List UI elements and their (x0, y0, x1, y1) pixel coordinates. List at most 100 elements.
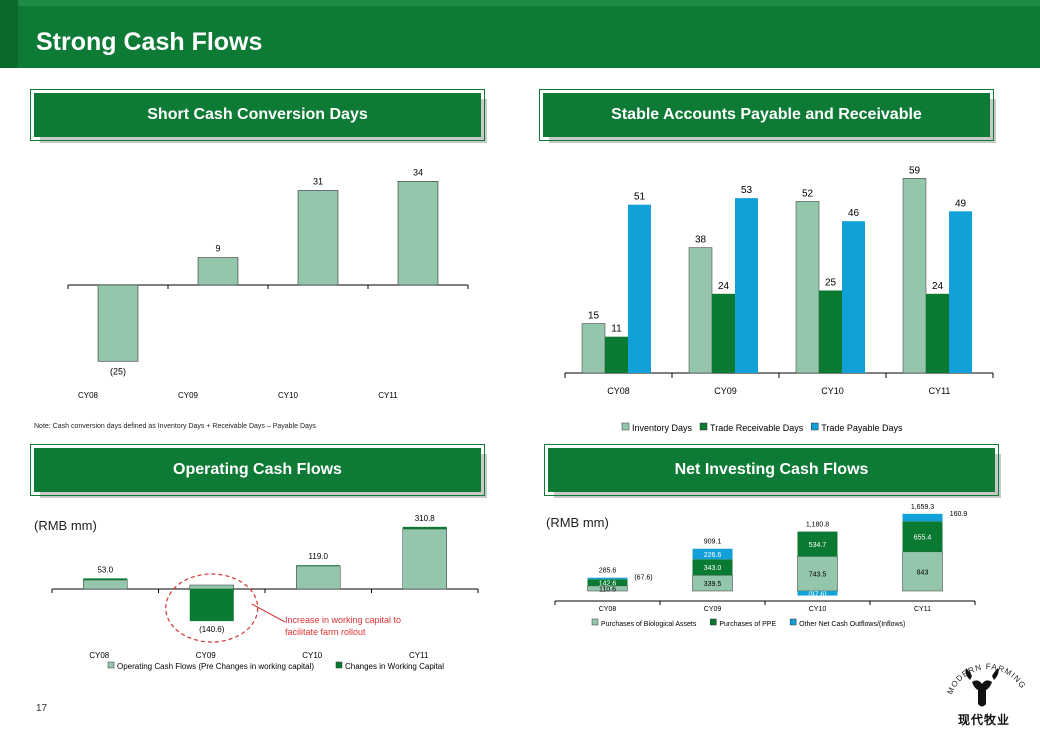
ccd-value-label: 34 (413, 167, 423, 177)
nicf-ppe-label: 655.4 (914, 535, 932, 542)
ocf-bar-wc (83, 578, 128, 580)
ocf-unit-label: (RMB mm) (34, 518, 97, 533)
ocf-category-label: CY10 (302, 651, 323, 660)
apar-value-label: 46 (848, 208, 860, 219)
nicf-category-label: CY09 (704, 606, 722, 613)
ocf-legend-label: Operating Cash Flows (Pre Changes in wor… (117, 662, 314, 671)
nicf-other-label: 160.9 (950, 511, 968, 518)
ccd-bar (397, 181, 439, 286)
apar-bar (688, 247, 713, 374)
ccd-category-label: CY09 (178, 391, 199, 400)
ocf-bar-wc (189, 589, 234, 622)
ccd-category-label: CY10 (278, 391, 299, 400)
apar-bar (842, 221, 865, 373)
nicf-bar-ppe (797, 531, 838, 557)
nicf-legend-swatch (789, 618, 797, 626)
nicf-bar-bio (797, 556, 838, 592)
nicf-bar-other (797, 591, 838, 596)
apar-category-label: CY11 (929, 386, 951, 396)
apar-bar (819, 290, 842, 373)
apar-bar (949, 211, 972, 373)
ocf-legend-label: Changes in Working Capital (345, 662, 444, 671)
apar-legend-label: Inventory Days (632, 423, 693, 433)
ccd-bar (297, 190, 339, 286)
nicf-legend-label: Purchases of PPE (719, 621, 776, 628)
nicf-bio-label: 339.5 (704, 581, 722, 588)
ocf-total-label: (140.6) (199, 625, 225, 634)
ocf-bar-pre (83, 579, 128, 590)
nicf-other-label: (67.6) (634, 575, 652, 582)
apar-bar (712, 293, 735, 373)
apar-value-label: 51 (634, 192, 646, 203)
nicf-category-label: CY11 (914, 606, 931, 613)
nicf-bar-ppe (692, 559, 733, 576)
nicf-legend-label: Purchases of Biological Assets (601, 621, 697, 628)
ccd-value-label: (25) (110, 366, 126, 376)
apar-bar (581, 323, 606, 374)
ccd-category-label: CY11 (378, 391, 398, 400)
apar-bar (735, 198, 758, 373)
apar-value-label: 59 (909, 165, 921, 176)
apar-legend-swatch (621, 422, 630, 431)
nicf-bar-other (692, 548, 733, 560)
nicf-ppe-label: 534.7 (809, 542, 827, 549)
ocf-total-label: 119.0 (309, 552, 329, 561)
ccd-value-label: 9 (215, 244, 220, 254)
apar-value-label: 24 (718, 281, 730, 292)
apar-value-label: 11 (611, 324, 622, 335)
ocf-category-label: CY08 (89, 651, 110, 660)
nicf-category-label: CY08 (599, 606, 617, 613)
ocf-category-label: CY11 (409, 651, 429, 660)
ocf-callout-line (251, 603, 286, 623)
nicf-category-label: CY10 (809, 606, 827, 613)
nicf-other-label: (97.6) (808, 591, 826, 598)
apar-value-label: 38 (695, 235, 707, 246)
ocf-bar-pre (402, 528, 447, 590)
ccd-bar (197, 257, 239, 286)
nicf-total-label: 285.6 (599, 568, 617, 575)
title-bar-edge (0, 0, 18, 68)
page-number: 17 (36, 703, 48, 714)
nicf-other-label: 226.6 (704, 552, 722, 559)
nicf-legend-label: Other Net Cash Outflows/(Inflows) (799, 621, 905, 628)
nicf-bio-label: 743.5 (809, 572, 827, 579)
apar-value-label: 25 (825, 278, 837, 289)
apar-category-label: CY10 (821, 386, 844, 396)
nicf-bio-label: 110.6 (599, 586, 616, 593)
ccd-bar (97, 284, 139, 362)
ocf-legend-swatch (335, 661, 343, 669)
header-nicf: Net Investing Cash Flows (544, 444, 999, 496)
nicf-bar-ppe (902, 521, 943, 552)
apar-legend-label: Trade Payable Days (821, 423, 903, 433)
logo-chinese-text: 现代牧业 (958, 713, 1011, 727)
apar-category-label: CY08 (607, 386, 630, 396)
ocf-bar-pre (189, 584, 234, 590)
nicf-bar-ppe (587, 579, 628, 586)
page-title: Strong Cash Flows (36, 28, 263, 56)
apar-legend-swatch (811, 422, 819, 431)
apar-bar (605, 336, 628, 373)
title-bar: Strong Cash Flows (0, 0, 1040, 68)
ocf-total-label: 53.0 (97, 565, 113, 574)
nicf-legend-swatch (591, 618, 599, 626)
apar-category-label: CY09 (714, 386, 737, 396)
apar-legend-label: Trade Receivable Days (710, 423, 804, 433)
apar-value-label: 53 (741, 185, 753, 196)
apar-bar (902, 178, 927, 374)
ocf-bar-pre (296, 565, 341, 590)
ocf-legend-swatch (107, 661, 115, 669)
apar-value-label: 52 (802, 188, 814, 199)
header-apar: Stable Accounts Payable and Receivable (539, 89, 994, 141)
ccd-value-label: 31 (313, 176, 323, 186)
apar-bar (628, 204, 651, 373)
apar-bar (795, 201, 820, 374)
nicf-total-label: 1,180.8 (806, 522, 829, 529)
nicf-bar-other (902, 513, 943, 522)
nicf-bar-bio (902, 551, 943, 592)
ocf-bar-wc (402, 526, 447, 529)
nicf-ppe-label: 142.6 (599, 581, 617, 588)
title-bar-stripe (18, 0, 1040, 6)
apar-bar (926, 293, 949, 373)
apar-legend-swatch (699, 422, 708, 431)
